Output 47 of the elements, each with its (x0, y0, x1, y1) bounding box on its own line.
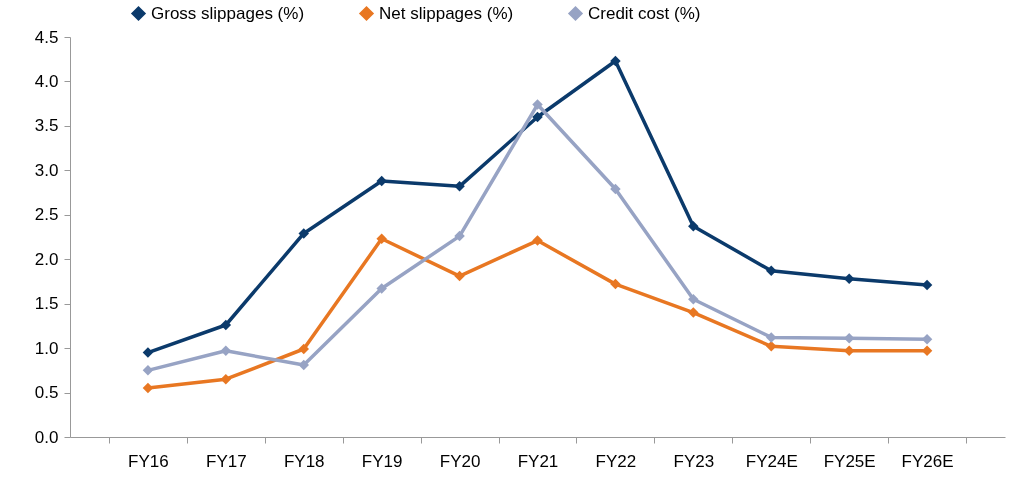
y-tick-label: 1.0 (34, 338, 59, 358)
x-tick-label: FY18 (283, 451, 325, 471)
y-tick-label: 3.5 (34, 116, 59, 136)
x-tick-label: FY24E (745, 451, 798, 471)
y-tick-label: 4.5 (34, 27, 59, 47)
x-tick-label: FY20 (439, 451, 481, 471)
legend-label: Credit cost (%) (588, 3, 701, 23)
x-tick-label: FY21 (517, 451, 559, 471)
x-tick-label: FY16 (128, 451, 169, 471)
point (142, 347, 154, 358)
point (610, 55, 621, 67)
point (376, 283, 387, 294)
point (766, 265, 777, 277)
legend-label: Net slippages (%) (379, 3, 514, 23)
y-tick-label: 4.0 (34, 71, 59, 91)
point (688, 293, 699, 305)
point (454, 230, 465, 242)
point (376, 233, 387, 245)
x-tick-label: FY25E (823, 451, 876, 471)
point (376, 175, 387, 187)
y-tick-label: 2.5 (34, 205, 59, 225)
point (220, 319, 232, 331)
x-tick-label: FY17 (206, 451, 247, 471)
point (610, 278, 621, 290)
point (454, 270, 465, 282)
point (298, 343, 309, 355)
point (532, 111, 543, 123)
y-tick-label: 0.5 (34, 383, 59, 403)
x-tick-label: FY23 (673, 451, 715, 471)
point (688, 221, 699, 232)
point (610, 183, 621, 195)
y-tick-label: 0.0 (34, 427, 59, 447)
y-tick-label: 1.5 (34, 294, 59, 314)
x-tick-label: FY19 (361, 451, 403, 471)
point (454, 181, 465, 192)
point (298, 228, 309, 239)
point (532, 235, 543, 246)
point (766, 341, 777, 352)
point (142, 365, 154, 376)
y-tick-label: 2.0 (34, 249, 59, 269)
x-tick-label: FY22 (595, 451, 637, 471)
legend-label: Gross slippages (%) (151, 3, 305, 23)
point (688, 307, 699, 318)
x-tick-label: FY26E (901, 451, 954, 471)
y-tick-label: 3.0 (34, 160, 59, 180)
point (532, 99, 543, 110)
point (298, 359, 309, 371)
